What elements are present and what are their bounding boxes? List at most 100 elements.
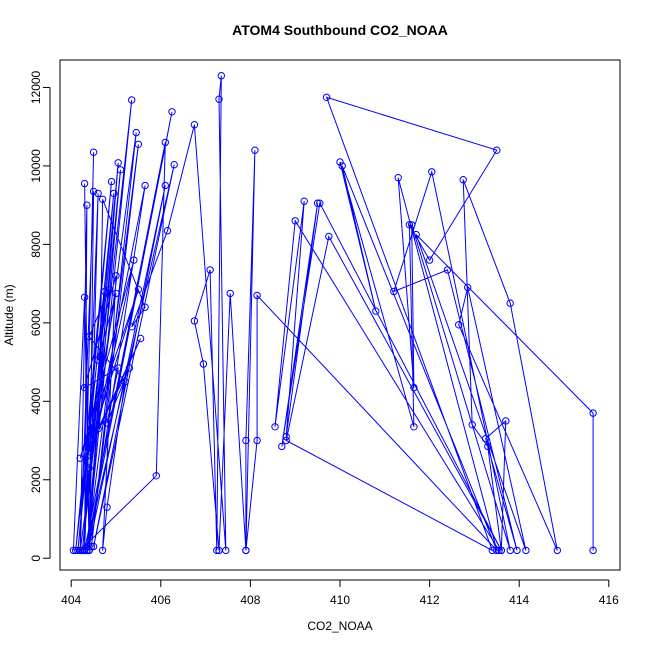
data-point [481,434,490,443]
data-point [282,432,290,441]
data-point [502,417,510,425]
data-point [80,546,89,555]
data-point [128,323,136,331]
data-point [468,421,476,429]
data-point [89,148,98,156]
data-point [336,158,344,166]
y-tick-label: 0 [29,555,43,562]
data-point [553,546,561,555]
data-point [410,423,418,431]
data-point [493,146,501,154]
data-point [464,283,472,292]
data-point [112,289,120,298]
plot-area-frame [59,59,621,571]
x-tick-label: 410 [330,593,350,607]
data-point [589,409,597,417]
data-point [394,174,402,182]
data-point [94,356,102,364]
data-point [251,146,259,154]
y-axis: 0 2000 4000 6000 8000 10000 12000 [29,70,51,562]
data-point [455,321,463,329]
data-point [278,442,286,451]
data-point [121,378,129,386]
data-point [313,199,322,207]
data-point [107,177,116,186]
data-point [215,95,223,103]
data-point [101,287,109,296]
data-point [506,299,514,307]
data-point [488,546,496,555]
data-point [76,454,84,462]
data-point [87,542,96,551]
series-co2-noaa [69,72,597,555]
data-point [412,230,420,239]
data-point [134,285,143,294]
data-point [114,159,122,167]
y-tick-label: 6000 [29,309,43,336]
data-point [190,317,199,325]
data-point [125,364,134,372]
x-tick-label: 416 [599,593,619,607]
data-point [226,289,234,298]
data-point [98,546,107,555]
data-point [213,546,221,555]
x-tick-label: 404 [61,593,81,607]
data-point [199,360,208,368]
data-point [110,189,118,198]
y-tick-label: 2000 [29,466,43,493]
data-point [522,546,530,555]
x-tick-label: 408 [240,593,260,607]
data-point [89,542,98,551]
x-axis: 404 406 408 410 412 414 416 [61,579,619,607]
data-point [390,287,398,296]
data-point [253,436,261,445]
data-point [425,256,434,264]
data-point [85,332,93,341]
y-tick-label: 12000 [29,70,43,104]
series-line [72,75,594,552]
data-point [253,291,261,300]
data-point [242,546,250,555]
x-tick-label: 412 [420,593,440,607]
data-point [78,546,87,555]
data-point [103,503,111,511]
data-point [161,181,170,190]
data-point [215,546,223,555]
data-point [85,464,93,472]
data-point [161,138,170,147]
data-point [116,166,125,174]
data-point [83,452,91,460]
data-point [163,227,172,235]
data-point [322,93,331,102]
y-axis-label: Altitude (m) [2,284,16,345]
data-point [410,383,418,392]
data-point [168,108,176,116]
data-point [94,189,102,198]
chart-title: ATOM4 Southbound CO2_NOAA [232,22,448,38]
x-axis-label: CO2_NOAA [307,619,372,633]
data-point [497,546,505,555]
data-point [408,221,416,229]
data-point [206,266,214,274]
data-point [271,423,279,431]
data-point [83,201,91,209]
y-tick-label: 8000 [29,231,43,258]
data-point [76,546,84,555]
data-point [372,307,380,315]
data-point [484,442,492,451]
data-point [242,436,250,445]
data-point [141,303,149,311]
data-point [428,168,436,176]
data-point [291,217,299,225]
x-tick-label: 414 [509,593,529,607]
data-point [98,195,107,204]
data-point [80,383,89,392]
data-point [103,419,111,427]
data-point [114,364,122,372]
data-point [94,425,102,433]
data-point [459,176,467,184]
y-tick-label: 10000 [29,149,43,183]
data-point [96,352,105,360]
data-point [130,256,138,264]
